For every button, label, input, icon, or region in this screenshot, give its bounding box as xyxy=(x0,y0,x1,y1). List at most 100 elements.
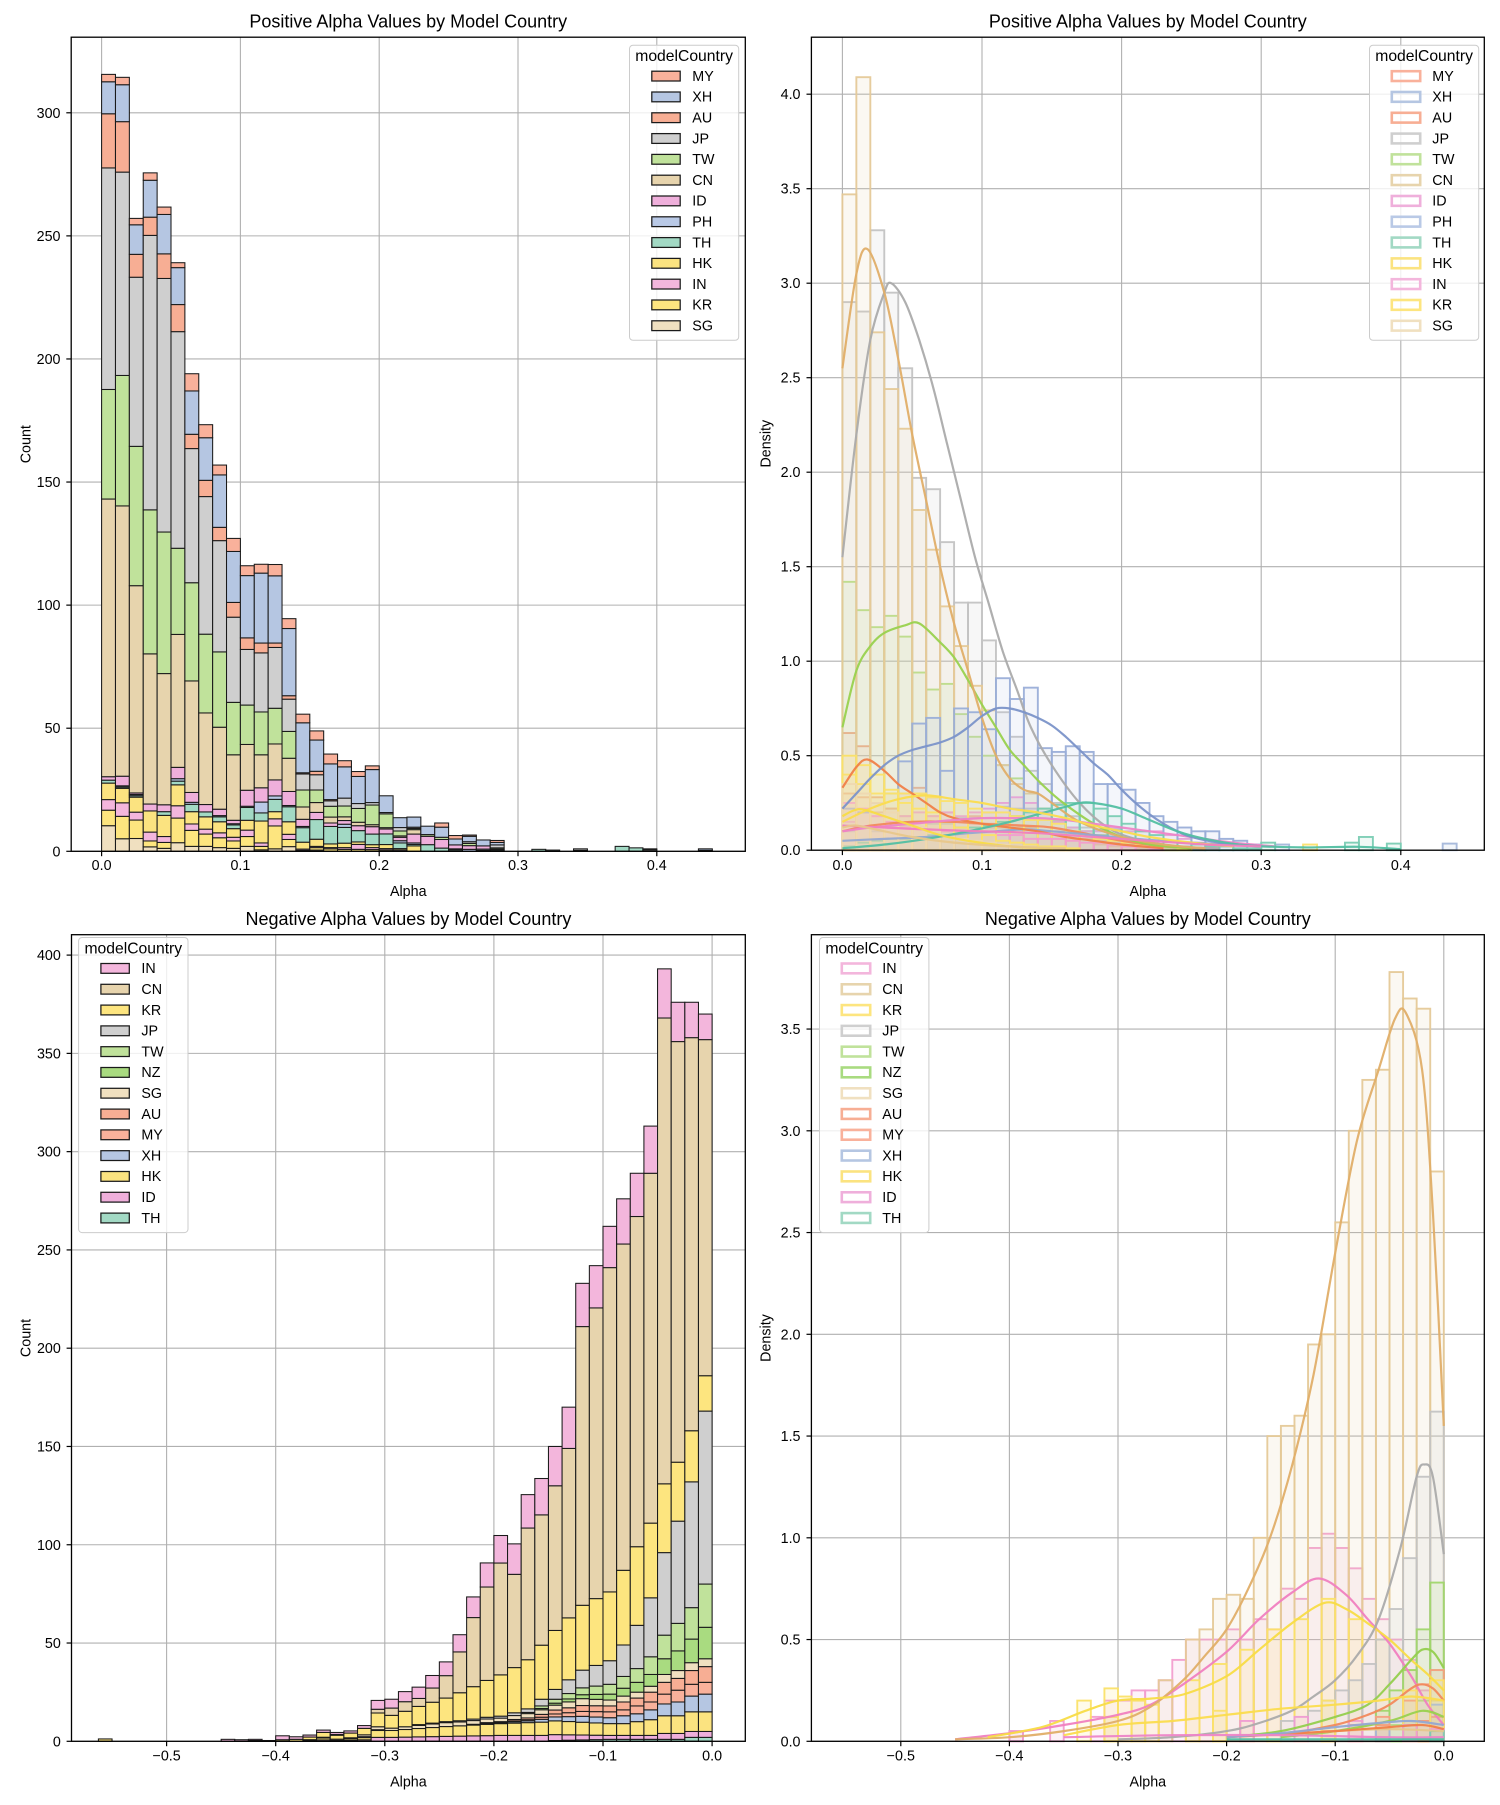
svg-text:Count: Count xyxy=(19,1319,35,1357)
svg-text:50: 50 xyxy=(45,1636,61,1652)
svg-text:KR: KR xyxy=(1432,298,1452,314)
svg-text:Positive Alpha Values by Model: Positive Alpha Values by Model Country xyxy=(249,12,567,32)
svg-text:CN: CN xyxy=(882,982,903,998)
svg-text:−0.2: −0.2 xyxy=(1212,1749,1240,1765)
svg-text:TW: TW xyxy=(882,1044,905,1060)
svg-text:KR: KR xyxy=(882,1003,902,1019)
svg-text:Alpha: Alpha xyxy=(1130,884,1167,900)
svg-text:KR: KR xyxy=(692,298,712,314)
svg-text:150: 150 xyxy=(37,1439,61,1455)
svg-text:AU: AU xyxy=(692,111,712,127)
svg-text:0.4: 0.4 xyxy=(1391,858,1411,874)
svg-text:50: 50 xyxy=(45,721,61,737)
svg-text:0: 0 xyxy=(53,1734,61,1750)
svg-text:150: 150 xyxy=(37,475,61,491)
svg-text:JP: JP xyxy=(692,131,709,147)
svg-text:JP: JP xyxy=(1432,131,1449,147)
svg-text:IN: IN xyxy=(692,277,706,293)
svg-text:SG: SG xyxy=(692,319,713,335)
svg-text:2.5: 2.5 xyxy=(781,1226,801,1242)
svg-text:350: 350 xyxy=(37,1046,61,1062)
svg-text:modelCountry: modelCountry xyxy=(825,940,923,957)
svg-text:0.0: 0.0 xyxy=(92,858,112,874)
svg-text:CN: CN xyxy=(692,173,713,189)
svg-text:0.1: 0.1 xyxy=(972,858,992,874)
svg-text:0.5: 0.5 xyxy=(781,749,801,765)
svg-text:TH: TH xyxy=(141,1211,160,1227)
svg-text:0.3: 0.3 xyxy=(1251,858,1271,874)
svg-text:XH: XH xyxy=(882,1148,902,1164)
svg-text:IN: IN xyxy=(1432,277,1446,293)
svg-text:0.4: 0.4 xyxy=(647,858,667,874)
svg-text:3.5: 3.5 xyxy=(781,1022,801,1038)
svg-text:ID: ID xyxy=(1432,194,1446,210)
svg-text:Negative Alpha Values by Model: Negative Alpha Values by Model Country xyxy=(245,909,571,929)
svg-text:HK: HK xyxy=(141,1169,161,1185)
svg-text:HK: HK xyxy=(882,1169,902,1185)
svg-text:0.1: 0.1 xyxy=(230,858,250,874)
svg-text:NZ: NZ xyxy=(882,1065,901,1081)
svg-text:Alpha: Alpha xyxy=(390,1775,427,1791)
svg-text:XH: XH xyxy=(692,90,712,106)
svg-text:TH: TH xyxy=(882,1211,901,1227)
svg-text:−0.3: −0.3 xyxy=(371,1749,399,1765)
svg-text:MY: MY xyxy=(882,1128,904,1144)
svg-text:0.0: 0.0 xyxy=(702,1749,722,1765)
svg-text:200: 200 xyxy=(37,352,61,368)
svg-text:400: 400 xyxy=(37,948,61,964)
svg-text:SG: SG xyxy=(882,1086,903,1102)
svg-text:0.0: 0.0 xyxy=(781,1734,801,1750)
svg-text:0: 0 xyxy=(53,844,61,860)
svg-text:modelCountry: modelCountry xyxy=(84,940,182,957)
svg-text:−0.3: −0.3 xyxy=(1104,1749,1132,1765)
svg-text:AU: AU xyxy=(141,1107,161,1123)
svg-text:ID: ID xyxy=(882,1190,896,1206)
svg-text:Negative Alpha Values by Model: Negative Alpha Values by Model Country xyxy=(985,909,1311,929)
svg-text:Density: Density xyxy=(759,1313,775,1362)
svg-text:−0.5: −0.5 xyxy=(152,1749,180,1765)
svg-text:−0.2: −0.2 xyxy=(480,1749,508,1765)
svg-text:0.2: 0.2 xyxy=(369,858,389,874)
svg-text:SG: SG xyxy=(141,1086,162,1102)
svg-text:250: 250 xyxy=(37,1243,61,1259)
svg-text:TW: TW xyxy=(692,152,715,168)
svg-text:3.0: 3.0 xyxy=(781,276,801,292)
svg-text:3.5: 3.5 xyxy=(781,182,801,198)
svg-text:300: 300 xyxy=(37,106,61,122)
svg-text:AU: AU xyxy=(882,1107,902,1123)
svg-text:MY: MY xyxy=(692,69,714,85)
svg-text:300: 300 xyxy=(37,1145,61,1161)
svg-text:CN: CN xyxy=(1432,173,1453,189)
svg-text:0.2: 0.2 xyxy=(1112,858,1132,874)
svg-text:PH: PH xyxy=(692,215,712,231)
svg-text:Positive Alpha Values by Model: Positive Alpha Values by Model Country xyxy=(989,12,1307,32)
svg-text:HK: HK xyxy=(1432,256,1452,272)
svg-text:2.5: 2.5 xyxy=(781,371,801,387)
svg-text:1.0: 1.0 xyxy=(781,654,801,670)
svg-text:Alpha: Alpha xyxy=(390,884,427,900)
svg-text:MY: MY xyxy=(141,1128,163,1144)
svg-text:modelCountry: modelCountry xyxy=(635,48,733,65)
svg-text:−0.4: −0.4 xyxy=(262,1749,290,1765)
svg-text:−0.1: −0.1 xyxy=(1321,1749,1349,1765)
svg-text:JP: JP xyxy=(882,1024,899,1040)
svg-text:0.0: 0.0 xyxy=(1434,1749,1454,1765)
svg-text:2.0: 2.0 xyxy=(781,465,801,481)
svg-text:KR: KR xyxy=(141,1003,161,1019)
svg-text:1.0: 1.0 xyxy=(781,1531,801,1547)
svg-text:4.0: 4.0 xyxy=(781,87,801,103)
svg-text:2.0: 2.0 xyxy=(781,1327,801,1343)
svg-text:0.3: 0.3 xyxy=(508,858,528,874)
svg-text:0.0: 0.0 xyxy=(832,858,852,874)
svg-text:HK: HK xyxy=(692,256,712,272)
svg-text:Count: Count xyxy=(19,425,35,463)
svg-text:Density: Density xyxy=(759,419,775,468)
svg-text:TH: TH xyxy=(692,235,711,251)
svg-text:0.0: 0.0 xyxy=(781,843,801,859)
svg-text:200: 200 xyxy=(37,1341,61,1357)
svg-text:modelCountry: modelCountry xyxy=(1375,48,1473,65)
svg-text:PH: PH xyxy=(1432,215,1452,231)
svg-text:TW: TW xyxy=(1432,152,1455,168)
svg-text:MY: MY xyxy=(1432,69,1454,85)
svg-text:CN: CN xyxy=(141,982,162,998)
